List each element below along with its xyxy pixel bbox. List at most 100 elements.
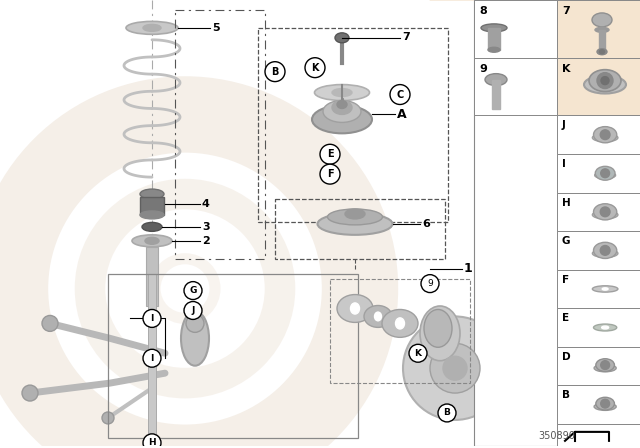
Ellipse shape: [602, 288, 608, 290]
Ellipse shape: [593, 324, 617, 331]
Bar: [599, 30, 605, 52]
Text: K: K: [562, 64, 570, 73]
Text: 7: 7: [402, 32, 410, 42]
Text: I: I: [562, 159, 566, 169]
Text: E: E: [562, 313, 569, 323]
Ellipse shape: [424, 310, 452, 347]
Ellipse shape: [351, 303, 360, 314]
Text: B: B: [562, 390, 570, 401]
Bar: [557, 154, 640, 193]
Ellipse shape: [142, 222, 162, 231]
Text: 7: 7: [562, 6, 570, 16]
Circle shape: [438, 404, 456, 422]
Ellipse shape: [382, 310, 418, 337]
Text: 6: 6: [422, 219, 430, 229]
Text: 2: 2: [202, 236, 210, 246]
Ellipse shape: [374, 312, 381, 321]
Ellipse shape: [317, 213, 392, 235]
Bar: [146, 247, 158, 306]
Circle shape: [184, 282, 202, 300]
Circle shape: [265, 62, 285, 82]
Circle shape: [22, 385, 38, 401]
Ellipse shape: [600, 50, 605, 54]
Circle shape: [601, 169, 609, 178]
Ellipse shape: [337, 100, 347, 108]
Ellipse shape: [594, 403, 616, 410]
Ellipse shape: [143, 24, 161, 31]
Ellipse shape: [595, 166, 615, 180]
Circle shape: [601, 361, 609, 370]
Text: F: F: [562, 275, 569, 284]
Ellipse shape: [328, 209, 383, 225]
Ellipse shape: [593, 286, 618, 292]
Text: J: J: [191, 306, 195, 315]
Ellipse shape: [332, 89, 352, 96]
Text: 4: 4: [202, 199, 210, 209]
Text: B: B: [271, 67, 278, 77]
Bar: [474, 58, 557, 116]
Ellipse shape: [132, 235, 172, 247]
Ellipse shape: [364, 306, 392, 327]
Text: B: B: [444, 409, 451, 418]
Ellipse shape: [126, 22, 178, 34]
Circle shape: [143, 310, 161, 327]
Text: 8: 8: [479, 6, 487, 16]
Text: J: J: [562, 121, 566, 130]
Circle shape: [184, 302, 202, 319]
Ellipse shape: [597, 49, 607, 55]
Ellipse shape: [593, 242, 617, 258]
Ellipse shape: [314, 85, 369, 100]
Ellipse shape: [593, 250, 618, 258]
Ellipse shape: [323, 100, 361, 122]
Text: G: G: [189, 286, 196, 295]
Circle shape: [597, 73, 613, 89]
Text: 3: 3: [202, 222, 210, 232]
Bar: [557, 270, 640, 308]
Ellipse shape: [332, 100, 352, 114]
Bar: [258, 28, 448, 222]
Bar: [557, 308, 640, 347]
Ellipse shape: [602, 326, 609, 329]
Text: 9: 9: [479, 64, 487, 73]
Text: I: I: [150, 354, 154, 363]
Bar: [474, 0, 557, 58]
Circle shape: [305, 58, 325, 78]
Ellipse shape: [589, 69, 621, 91]
Ellipse shape: [186, 314, 204, 332]
Ellipse shape: [596, 397, 614, 410]
Circle shape: [430, 343, 480, 393]
Bar: [557, 58, 640, 116]
Bar: [474, 0, 640, 446]
Circle shape: [421, 275, 439, 293]
Ellipse shape: [594, 364, 616, 372]
Circle shape: [443, 356, 467, 380]
Ellipse shape: [420, 306, 460, 361]
Ellipse shape: [312, 105, 372, 134]
Circle shape: [600, 207, 610, 217]
Bar: [557, 347, 640, 385]
Text: H: H: [148, 438, 156, 447]
Circle shape: [390, 85, 410, 104]
Ellipse shape: [396, 318, 404, 329]
Ellipse shape: [593, 204, 617, 220]
Text: 9: 9: [427, 279, 433, 288]
Circle shape: [42, 315, 58, 332]
Text: D: D: [562, 352, 571, 362]
Text: F: F: [326, 169, 333, 179]
Bar: [557, 0, 640, 58]
Ellipse shape: [596, 359, 614, 371]
Ellipse shape: [140, 211, 164, 219]
Ellipse shape: [593, 211, 618, 219]
Bar: [488, 28, 500, 50]
Ellipse shape: [485, 73, 507, 86]
Bar: [492, 80, 500, 109]
Circle shape: [409, 345, 427, 362]
Ellipse shape: [335, 33, 349, 43]
Bar: [557, 424, 640, 446]
Text: K: K: [415, 349, 422, 358]
Text: C: C: [396, 90, 404, 99]
Bar: [140, 197, 164, 215]
Ellipse shape: [145, 237, 159, 244]
Circle shape: [600, 246, 610, 255]
Circle shape: [320, 164, 340, 184]
